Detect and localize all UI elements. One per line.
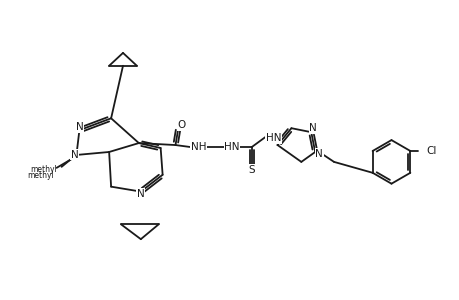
Text: HN: HN <box>224 142 239 152</box>
Text: N: N <box>137 189 145 199</box>
Text: N: N <box>75 122 83 132</box>
Text: N: N <box>308 123 316 133</box>
Text: HN: HN <box>265 133 281 143</box>
Text: O: O <box>177 120 185 130</box>
Text: N: N <box>70 150 78 160</box>
Text: methyl: methyl <box>30 165 56 174</box>
Text: S: S <box>248 165 255 175</box>
Text: NH: NH <box>190 142 206 152</box>
Text: N: N <box>314 149 322 159</box>
Text: Cl: Cl <box>425 146 436 156</box>
Text: methyl: methyl <box>27 171 54 180</box>
